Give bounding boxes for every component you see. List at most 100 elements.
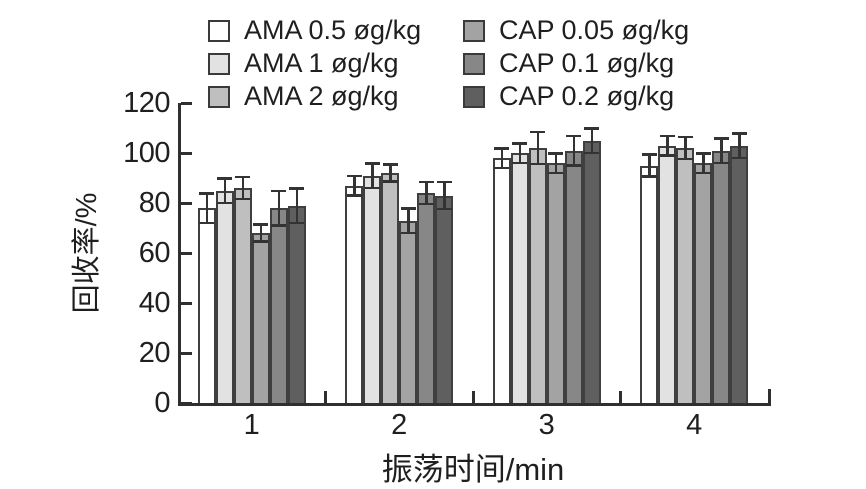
error-bar-cap-bottom <box>695 171 711 174</box>
error-bar-cap-bottom <box>271 224 287 227</box>
bar-4-series-5 <box>712 150 731 403</box>
legend-column-1: AMA 0.5 øg/kg AMA 1 øg/kg AMA 2 øg/kg <box>208 14 421 113</box>
y-tick-label: 80 <box>138 187 171 219</box>
error-bar-cap-top <box>289 187 305 190</box>
legend-label: CAP 0.2 øg/kg <box>499 81 675 111</box>
error-bar-cap-bottom <box>346 194 362 197</box>
error-bar-cap-top <box>530 130 546 134</box>
error-bar-cap-bottom <box>659 154 675 157</box>
legend-label: AMA 1 øg/kg <box>244 48 399 78</box>
error-bar-cap-top <box>382 163 398 166</box>
error-bar-line <box>443 181 446 210</box>
y-tick-mark <box>181 302 192 305</box>
error-bar-cap-bottom <box>199 221 215 224</box>
error-bar-line <box>536 131 539 165</box>
bar-2-series-4 <box>399 220 418 403</box>
legend-swatch <box>463 85 485 108</box>
legend-column-2: CAP 0.05 øg/kg CAP 0.1 øg/kg CAP 0.2 øg/kg <box>463 14 689 113</box>
x-axis-title: 振荡时间/min <box>381 452 565 487</box>
error-bar-cap-bottom <box>566 164 582 167</box>
error-bar-line <box>425 181 428 205</box>
error-bar-cap-top <box>566 134 582 137</box>
error-bar-cap-top <box>217 177 233 180</box>
error-bar-cap-top <box>659 134 675 137</box>
error-bar-line <box>259 224 262 242</box>
x-tick-label: 2 <box>391 409 408 441</box>
legend-label: CAP 0.05 øg/kg <box>499 15 690 45</box>
error-bar-cap-bottom <box>731 156 747 159</box>
bar-2-series-5 <box>417 193 436 403</box>
error-bar-cap-top <box>418 180 434 184</box>
error-bar-cap-top <box>346 174 362 177</box>
error-bar-line <box>205 193 208 223</box>
error-bar-cap-top <box>494 147 510 150</box>
error-bar-cap-bottom <box>512 161 528 164</box>
x-tick-mark <box>324 391 327 403</box>
x-axis-line <box>178 403 771 406</box>
error-bar-cap-top <box>199 192 215 195</box>
error-bar-cap-bottom <box>584 151 600 154</box>
error-bar-cap-bottom <box>364 186 380 189</box>
error-bar-line <box>500 148 503 168</box>
error-bar-line <box>277 190 280 226</box>
legend-swatch <box>208 52 230 75</box>
error-bar-cap-bottom <box>382 180 398 183</box>
error-bar-cap-bottom <box>548 171 564 174</box>
bar-4-series-4 <box>694 163 713 403</box>
bar-3-series-3 <box>528 148 547 403</box>
y-axis-title: 回收率/% <box>71 192 103 314</box>
error-bar-cap-bottom <box>494 166 510 169</box>
error-bar-cap-top <box>641 153 657 156</box>
bar-3-series-2 <box>510 153 529 403</box>
error-bar-cap-bottom <box>235 197 251 201</box>
error-bar-cap-bottom <box>436 207 452 211</box>
legend-item: CAP 0.2 øg/kg <box>463 80 689 113</box>
error-bar-line <box>666 135 669 156</box>
legend-swatch <box>208 19 230 42</box>
bar-4-series-3 <box>676 148 695 403</box>
bar-2-series-1 <box>345 185 364 403</box>
error-bar-cap-top <box>713 137 729 140</box>
error-bar-cap-bottom <box>289 221 305 224</box>
legend-item: CAP 0.05 øg/kg <box>463 14 689 47</box>
bar-2-series-3 <box>381 173 400 403</box>
error-bar-cap-top <box>400 207 416 210</box>
error-bar-line <box>738 133 741 158</box>
error-bar-line <box>572 135 575 166</box>
bar-3-series-4 <box>546 163 565 403</box>
legend-swatch <box>208 85 230 108</box>
legend-label: CAP 0.1 øg/kg <box>499 48 675 78</box>
error-bar-line <box>518 143 521 163</box>
error-bar-cap-top <box>548 152 564 155</box>
legend-label: AMA 2 øg/kg <box>244 81 399 111</box>
bar-1-series-2 <box>215 190 234 403</box>
legend-item: AMA 1 øg/kg <box>208 47 421 80</box>
error-bar-cap-top <box>731 132 747 135</box>
error-bar-cap-top <box>695 152 711 155</box>
bar-2-series-2 <box>363 175 382 403</box>
error-bar-cap-top <box>253 223 269 226</box>
error-bar-line <box>371 163 374 188</box>
bar-2-series-6 <box>435 195 454 403</box>
bar-4-series-1 <box>640 165 659 403</box>
error-bar-cap-bottom <box>418 202 434 206</box>
error-bar-line <box>389 164 392 182</box>
legend-label: AMA 0.5 øg/kg <box>244 15 422 45</box>
error-bar-line <box>295 188 298 223</box>
y-tick-label: 100 <box>123 137 170 169</box>
bar-1-series-6 <box>287 205 306 403</box>
x-tick-label: 1 <box>243 409 260 441</box>
error-bar-cap-bottom <box>677 157 693 161</box>
error-bar-cap-bottom <box>253 240 269 243</box>
y-tick-mark <box>181 202 192 205</box>
y-tick-label: 60 <box>138 237 171 269</box>
error-bar-line <box>684 136 687 160</box>
error-bar-line <box>407 208 410 233</box>
legend-item: AMA 2 øg/kg <box>208 80 421 113</box>
bar-1-series-5 <box>269 208 288 403</box>
error-bar-cap-bottom <box>641 175 657 178</box>
x-tick-label: 4 <box>686 409 703 441</box>
error-bar-cap-bottom <box>713 161 729 164</box>
bar-3-series-5 <box>564 150 583 403</box>
